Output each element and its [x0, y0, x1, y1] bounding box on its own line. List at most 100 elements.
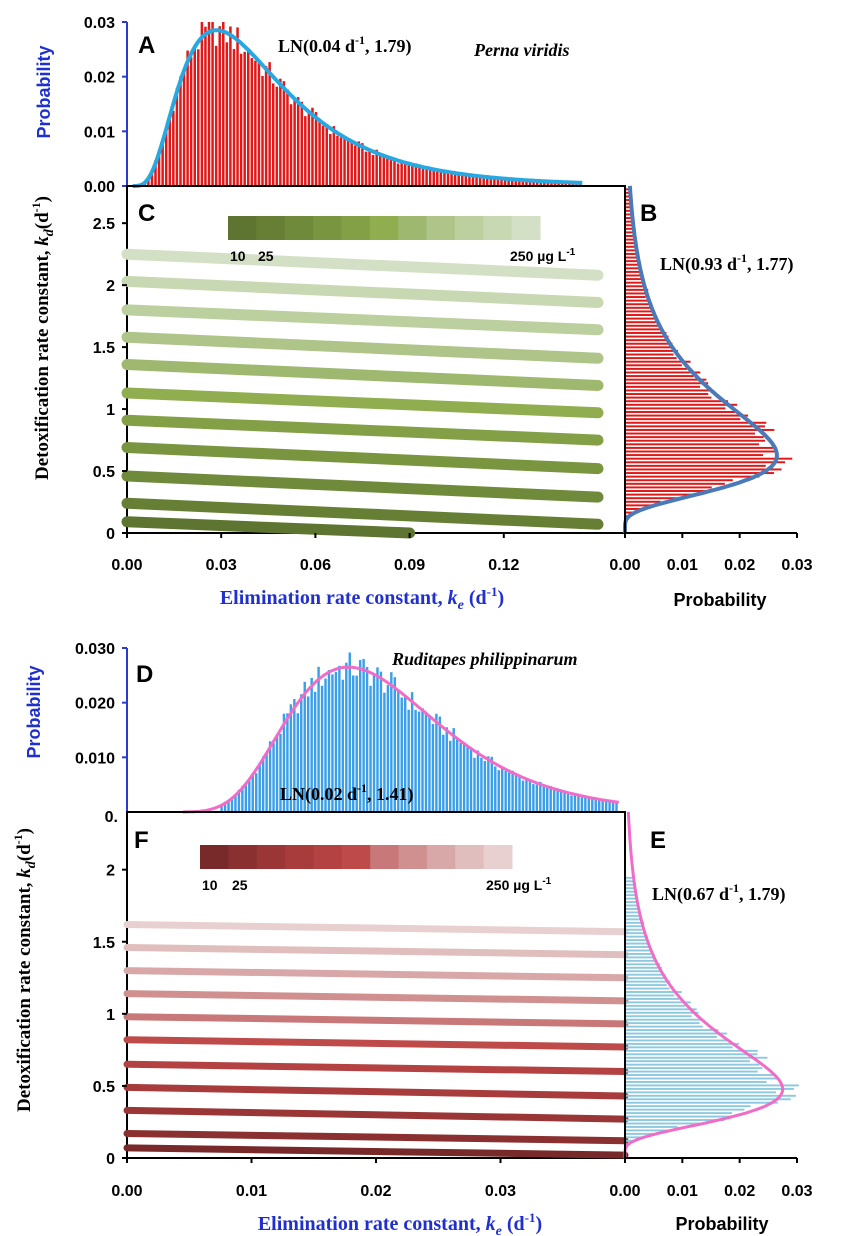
colorbar-cell — [284, 216, 314, 240]
panel-e-label: E — [650, 827, 666, 854]
hist-bar — [625, 914, 642, 917]
hist-bar — [552, 789, 556, 812]
hist-bar — [573, 795, 577, 812]
colorbar-cell — [370, 845, 400, 869]
hist-bar — [511, 770, 514, 812]
panel-c-lines — [121, 248, 604, 539]
hist-bar — [324, 678, 327, 812]
colorbar-cell — [228, 845, 258, 869]
hist-bar — [414, 163, 418, 186]
hist-bar — [625, 1070, 758, 1073]
hist-bar — [587, 796, 591, 812]
hist-bar — [625, 1105, 751, 1108]
hist-bar — [403, 696, 407, 812]
hist-bar — [625, 328, 661, 331]
hist-bar — [625, 407, 726, 410]
hist-bar — [461, 174, 464, 186]
top-ylabel-prefix: Detoxification rate constant, — [32, 246, 53, 480]
panel-e-x-ticks: 0.00 0.01 0.02 0.03 — [609, 1157, 813, 1200]
hist-bar — [365, 667, 369, 812]
hist-bar — [204, 26, 207, 186]
hist-bar — [175, 88, 179, 186]
hist-bar — [504, 770, 507, 812]
hist-bar — [449, 740, 452, 812]
hist-bar — [334, 671, 338, 812]
hist-bar — [528, 179, 532, 186]
hist-bar — [336, 135, 339, 186]
hist-bar — [251, 773, 254, 812]
panel-f-colorbar — [200, 845, 513, 869]
panel-a-fit-sup: -1 — [355, 33, 365, 47]
hist-bar — [286, 89, 289, 186]
hist-bar — [625, 191, 631, 194]
hist-bar — [625, 339, 669, 342]
colorbar-cell — [256, 845, 286, 869]
hist-bar — [172, 110, 175, 186]
hist-bar — [497, 770, 500, 812]
panel-c-colorbar-high: 250 µg L-1 — [510, 247, 576, 264]
hist-bar — [625, 296, 646, 299]
colorbar-cell — [483, 845, 513, 869]
hist-bar — [625, 1115, 734, 1118]
hist-bar — [625, 1119, 725, 1121]
panel-d-fit-suffix: , 1.41) — [367, 784, 414, 805]
x-tick-label: 0.12 — [488, 557, 519, 574]
hist-bar — [625, 1067, 763, 1070]
panel-a-bars — [136, 22, 582, 187]
hist-bar — [625, 1084, 799, 1087]
x-tick-label: 0.00 — [111, 1183, 142, 1200]
hist-bar — [265, 753, 268, 812]
hist-bar — [625, 1036, 717, 1038]
hist-bar — [625, 1053, 758, 1056]
panel-d-species: Ruditapes philippinarum — [391, 649, 578, 669]
hist-bar — [625, 260, 641, 263]
panel-e-bars — [625, 876, 799, 1153]
panel-c-y-ticks: 0 0.5 1 1.5 2 2.5 — [93, 216, 127, 543]
hist-bar — [625, 432, 755, 435]
hist-bar — [457, 174, 460, 186]
concentration-line — [123, 1144, 629, 1159]
panel-b-label: B — [640, 200, 657, 227]
panel-a-ylabel: Probability — [34, 45, 54, 138]
hist-bar — [331, 674, 334, 812]
hist-bar — [556, 788, 559, 812]
hist-bar — [625, 1122, 708, 1125]
hist-bar — [528, 779, 532, 812]
hist-bar — [535, 784, 539, 812]
hist-bar — [625, 418, 741, 421]
concentration-line — [123, 990, 629, 1005]
hist-bar — [625, 393, 709, 396]
hist-bar — [293, 699, 296, 812]
hist-bar — [539, 781, 542, 812]
y-tick-label: 0.03 — [84, 15, 115, 32]
hist-bar — [625, 285, 646, 288]
hist-bar — [400, 160, 403, 186]
panel-e-xlabel: Probability — [675, 1214, 768, 1234]
hist-bar — [239, 53, 243, 186]
hist-bar — [289, 104, 293, 186]
hist-bar — [223, 802, 227, 812]
hist-bar — [314, 112, 318, 186]
panel-c-colorbar-high-sup: -1 — [566, 247, 575, 258]
hist-bar — [625, 987, 670, 990]
y-tick-label: 0.020 — [75, 696, 115, 713]
hist-bar — [431, 723, 435, 812]
hist-bar — [480, 757, 483, 812]
hist-bar — [438, 716, 442, 812]
hist-bar — [625, 493, 700, 496]
hist-bar — [625, 942, 648, 945]
hist-bar — [566, 792, 570, 812]
hist-bar — [625, 894, 638, 897]
hist-bar — [625, 1091, 776, 1094]
hist-bar — [352, 675, 355, 812]
hist-bar — [625, 946, 650, 948]
colorbar-cell — [426, 845, 456, 869]
hist-bar — [625, 292, 647, 295]
y-tick-label: 0.01 — [84, 124, 115, 141]
hist-bar — [625, 464, 766, 467]
concentration-line — [121, 442, 604, 475]
hist-bar — [625, 321, 656, 324]
hist-bar — [625, 217, 634, 220]
hist-bar — [625, 385, 701, 388]
hist-bar — [275, 86, 279, 186]
